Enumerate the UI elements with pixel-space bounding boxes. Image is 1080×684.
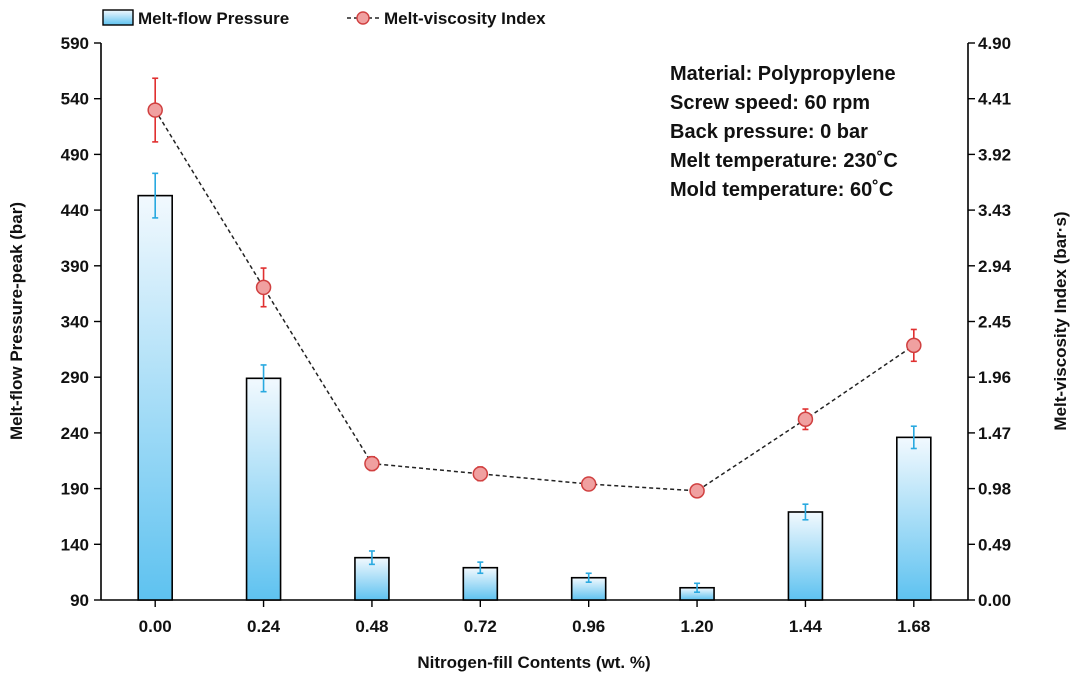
viscosity-point [472, 466, 489, 482]
left-ticks: 90 140 190 240 290 340 390 440 490 540 590 [61, 34, 101, 610]
y-tick-label-right: 2.94 [978, 257, 1012, 276]
y-tick-label-left: 390 [61, 257, 89, 276]
annotation-screw-speed: Screw speed: 60 rpm [670, 92, 870, 114]
annotation-mold-temperature: Mold temperature: 60˚C [670, 178, 893, 201]
viscosity-point [906, 337, 922, 354]
viscosity-line [154, 109, 915, 492]
bar-series [137, 172, 932, 601]
viscosity-point [147, 102, 163, 118]
y-tick-label-right: 3.92 [978, 145, 1011, 164]
line-series [147, 77, 922, 499]
y-tick-label-left: 140 [61, 535, 89, 554]
viscosity-point [255, 279, 272, 296]
legend-line-marker [356, 11, 370, 25]
legend: Melt-flow Pressure Melt-viscosity Index [102, 9, 546, 28]
y-tick-label-right: 1.96 [978, 368, 1011, 387]
x-tick-label: 0.24 [247, 617, 281, 636]
bar [245, 377, 282, 601]
y-tick-label-right: 0.98 [978, 480, 1011, 499]
annotation-material: Material: Polypropylene [670, 63, 896, 85]
bar [896, 436, 932, 601]
y-tick-label-left: 590 [61, 34, 89, 53]
y-tick-label-left: 340 [61, 313, 89, 332]
bar [137, 194, 173, 601]
x-tick-label: 0.72 [464, 617, 497, 636]
x-tick-label: 0.00 [139, 617, 172, 636]
y-tick-label-right: 0.00 [978, 591, 1011, 610]
y-tick-label-left: 240 [61, 424, 89, 443]
y-axis-label-left: Melt-flow Pressure-peak (bar) [7, 202, 26, 440]
bar [787, 511, 824, 601]
y-tick-label-left: 90 [70, 591, 89, 610]
viscosity-point [689, 483, 705, 499]
right-ticks: 0.00 0.49 0.98 1.47 1.96 2.45 2.94 3.43 3.92 4.41… [968, 34, 1012, 610]
y-tick-label-right: 3.43 [978, 201, 1011, 220]
viscosity-point [797, 411, 814, 428]
y-tick-label-right: 4.41 [978, 90, 1011, 109]
x-tick-label: 0.96 [572, 617, 605, 636]
annotation-block: Material: Polypropylene Screw speed: 60 … [670, 63, 898, 201]
y-tick-label-left: 490 [61, 145, 89, 164]
annotation-back-pressure: Back pressure: 0 bar [670, 121, 868, 143]
y-tick-label-left: 290 [61, 368, 89, 387]
x-tick-label: 1.20 [681, 617, 714, 636]
y-axis-label-right: Melt-viscosity Index (bar·s) [1051, 211, 1070, 430]
legend-bar-label: Melt-flow Pressure [138, 9, 289, 28]
y-tick-label-right: 2.45 [978, 313, 1011, 332]
x-tick-label: 0.48 [355, 617, 388, 636]
x-tick-label: 1.68 [897, 617, 930, 636]
y-tick-label-right: 0.49 [978, 535, 1011, 554]
legend-line-label: Melt-viscosity Index [384, 9, 546, 28]
annotation-melt-temperature: Melt temperature: 230˚C [670, 149, 898, 172]
viscosity-point [364, 455, 380, 472]
viscosity-point [580, 476, 597, 492]
x-axis-label: Nitrogen-fill Contents (wt. %) [417, 653, 650, 672]
y-tick-label-right: 1.47 [978, 424, 1011, 443]
legend-bar-swatch [102, 9, 134, 26]
x-tick-label: 1.44 [789, 617, 823, 636]
y-tick-label-left: 540 [61, 90, 89, 109]
y-tick-label-left: 190 [61, 480, 89, 499]
y-tick-label-left: 440 [61, 201, 89, 220]
y-tick-label-right: 4.90 [978, 34, 1011, 53]
x-ticks: 0.00 0.24 0.48 0.72 0.96 1.20 1.44 1.68 [139, 600, 930, 636]
